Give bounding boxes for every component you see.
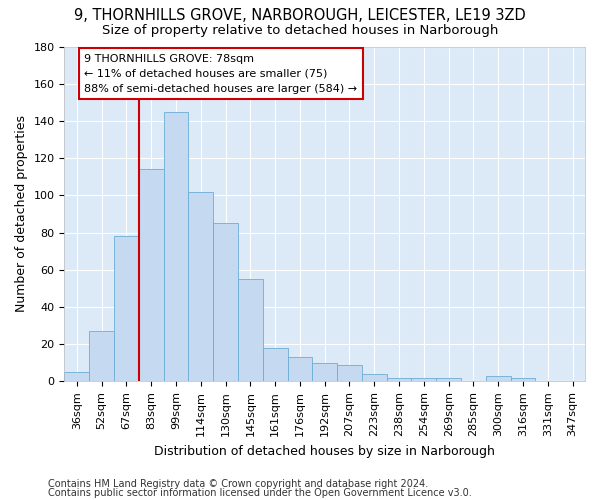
Bar: [436, 378, 461, 382]
Y-axis label: Number of detached properties: Number of detached properties: [15, 116, 28, 312]
Bar: [337, 364, 362, 382]
Bar: [213, 224, 238, 382]
Bar: [263, 348, 287, 382]
Bar: [188, 192, 213, 382]
Text: 9 THORNHILLS GROVE: 78sqm
← 11% of detached houses are smaller (75)
88% of semi-: 9 THORNHILLS GROVE: 78sqm ← 11% of detac…: [84, 54, 358, 94]
Text: Contains public sector information licensed under the Open Government Licence v3: Contains public sector information licen…: [48, 488, 472, 498]
Bar: [64, 372, 89, 382]
Bar: [139, 170, 164, 382]
Bar: [164, 112, 188, 382]
Text: 9, THORNHILLS GROVE, NARBOROUGH, LEICESTER, LE19 3ZD: 9, THORNHILLS GROVE, NARBOROUGH, LEICEST…: [74, 8, 526, 22]
Text: Contains HM Land Registry data © Crown copyright and database right 2024.: Contains HM Land Registry data © Crown c…: [48, 479, 428, 489]
Bar: [362, 374, 386, 382]
Bar: [511, 378, 535, 382]
X-axis label: Distribution of detached houses by size in Narborough: Distribution of detached houses by size …: [154, 444, 495, 458]
Bar: [89, 331, 114, 382]
Bar: [287, 358, 313, 382]
Bar: [114, 236, 139, 382]
Bar: [386, 378, 412, 382]
Bar: [486, 376, 511, 382]
Bar: [412, 378, 436, 382]
Bar: [238, 279, 263, 382]
Bar: [313, 363, 337, 382]
Text: Size of property relative to detached houses in Narborough: Size of property relative to detached ho…: [102, 24, 498, 37]
